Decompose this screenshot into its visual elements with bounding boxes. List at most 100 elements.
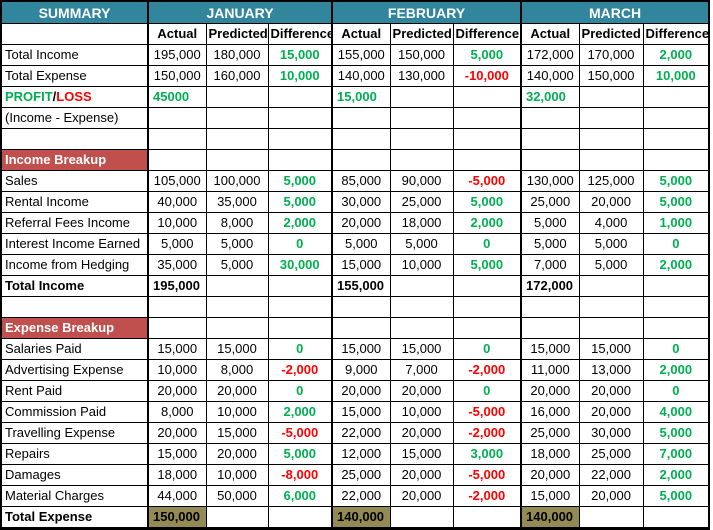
- row-label-cell[interactable]: Total Income: [0, 44, 149, 66]
- predicted-cell[interactable]: [578, 128, 644, 150]
- difference-cell[interactable]: 0: [642, 233, 710, 255]
- actual-cell[interactable]: 5,000: [520, 212, 580, 234]
- difference-cell[interactable]: 5,000: [642, 485, 710, 507]
- predicted-cell[interactable]: 35,000: [205, 191, 269, 213]
- actual-cell[interactable]: [520, 107, 580, 129]
- row-label-cell[interactable]: Advertising Expense: [0, 359, 149, 381]
- actual-cell[interactable]: 20,000: [520, 464, 580, 486]
- difference-cell[interactable]: -5,000: [267, 422, 333, 444]
- predicted-cell[interactable]: [578, 317, 644, 339]
- difference-cell[interactable]: -2,000: [452, 485, 522, 507]
- predicted-cell[interactable]: 15,000: [578, 338, 644, 360]
- predicted-cell[interactable]: [205, 86, 269, 108]
- predicted-cell[interactable]: 90,000: [389, 170, 454, 192]
- predicted-cell[interactable]: 20,000: [389, 380, 454, 402]
- predicted-cell[interactable]: [205, 128, 269, 150]
- subheader-difference[interactable]: Difference: [642, 23, 710, 45]
- difference-cell[interactable]: 2,000: [452, 212, 522, 234]
- actual-cell[interactable]: [147, 107, 207, 129]
- row-label-cell[interactable]: Commission Paid: [0, 401, 149, 423]
- predicted-cell[interactable]: [205, 296, 269, 318]
- actual-cell[interactable]: 105,000: [147, 170, 207, 192]
- row-label-cell[interactable]: Repairs: [0, 443, 149, 465]
- row-label-cell[interactable]: Damages: [0, 464, 149, 486]
- row-label-cell[interactable]: [0, 296, 149, 318]
- actual-cell[interactable]: 5,000: [331, 233, 391, 255]
- difference-cell[interactable]: [452, 107, 522, 129]
- predicted-cell[interactable]: 30,000: [578, 422, 644, 444]
- difference-cell[interactable]: [642, 296, 710, 318]
- difference-cell[interactable]: 3,000: [452, 443, 522, 465]
- difference-cell[interactable]: 5,000: [267, 170, 333, 192]
- difference-cell[interactable]: [267, 296, 333, 318]
- predicted-cell[interactable]: 8,000: [205, 359, 269, 381]
- difference-cell[interactable]: 0: [267, 338, 333, 360]
- actual-cell[interactable]: 150,000: [147, 506, 207, 529]
- difference-cell[interactable]: 0: [642, 338, 710, 360]
- predicted-cell[interactable]: 25,000: [389, 191, 454, 213]
- predicted-cell[interactable]: 15,000: [389, 443, 454, 465]
- actual-cell[interactable]: 30,000: [331, 191, 391, 213]
- predicted-cell[interactable]: 15,000: [205, 422, 269, 444]
- difference-cell[interactable]: 0: [452, 233, 522, 255]
- actual-cell[interactable]: 140,000: [331, 65, 391, 87]
- actual-cell[interactable]: 195,000: [147, 275, 207, 297]
- difference-cell[interactable]: 15,000: [267, 44, 333, 66]
- difference-cell[interactable]: 5,000: [642, 191, 710, 213]
- actual-cell[interactable]: [147, 149, 207, 171]
- predicted-cell[interactable]: 125,000: [578, 170, 644, 192]
- difference-cell[interactable]: [267, 506, 333, 529]
- difference-cell[interactable]: -5,000: [452, 464, 522, 486]
- predicted-cell[interactable]: 180,000: [205, 44, 269, 66]
- predicted-cell[interactable]: 20,000: [205, 443, 269, 465]
- difference-cell[interactable]: 2,000: [267, 212, 333, 234]
- difference-cell[interactable]: 5,000: [642, 422, 710, 444]
- difference-cell[interactable]: [267, 275, 333, 297]
- actual-cell[interactable]: 10,000: [147, 212, 207, 234]
- difference-cell[interactable]: [267, 128, 333, 150]
- actual-cell[interactable]: 172,000: [520, 275, 580, 297]
- row-label-cell[interactable]: Travelling Expense: [0, 422, 149, 444]
- difference-cell[interactable]: [452, 275, 522, 297]
- row-label-cell[interactable]: Referral Fees Income: [0, 212, 149, 234]
- predicted-cell[interactable]: [205, 317, 269, 339]
- predicted-cell[interactable]: 5,000: [578, 254, 644, 276]
- difference-cell[interactable]: 2,000: [642, 359, 710, 381]
- difference-cell[interactable]: [267, 317, 333, 339]
- actual-cell[interactable]: [331, 317, 391, 339]
- predicted-cell[interactable]: [389, 275, 454, 297]
- predicted-cell[interactable]: 15,000: [389, 338, 454, 360]
- row-label-cell[interactable]: Income Breakup: [0, 149, 149, 171]
- predicted-cell[interactable]: [578, 506, 644, 529]
- actual-cell[interactable]: [331, 107, 391, 129]
- predicted-cell[interactable]: 150,000: [389, 44, 454, 66]
- row-label-cell[interactable]: Income from Hedging: [0, 254, 149, 276]
- row-label-cell[interactable]: PROFIT/LOSS: [0, 86, 149, 108]
- predicted-cell[interactable]: [389, 128, 454, 150]
- difference-cell[interactable]: 5,000: [452, 44, 522, 66]
- difference-cell[interactable]: [452, 149, 522, 171]
- difference-cell[interactable]: [452, 317, 522, 339]
- actual-cell[interactable]: 25,000: [520, 191, 580, 213]
- subheader-actual[interactable]: Actual: [331, 23, 391, 45]
- predicted-cell[interactable]: 15,000: [205, 338, 269, 360]
- difference-cell[interactable]: -2,000: [267, 359, 333, 381]
- difference-cell[interactable]: 2,000: [267, 401, 333, 423]
- predicted-cell[interactable]: 20,000: [389, 464, 454, 486]
- actual-cell[interactable]: 12,000: [331, 443, 391, 465]
- difference-cell[interactable]: 7,000: [642, 443, 710, 465]
- subheader-predicted[interactable]: Predicted: [389, 23, 454, 45]
- predicted-cell[interactable]: 10,000: [389, 254, 454, 276]
- subheader-predicted[interactable]: Predicted: [578, 23, 644, 45]
- actual-cell[interactable]: 15,000: [520, 338, 580, 360]
- predicted-cell[interactable]: 20,000: [389, 485, 454, 507]
- difference-cell[interactable]: 0: [642, 380, 710, 402]
- predicted-cell[interactable]: [389, 149, 454, 171]
- difference-cell[interactable]: 10,000: [267, 65, 333, 87]
- row-label-cell[interactable]: Salaries Paid: [0, 338, 149, 360]
- predicted-cell[interactable]: [578, 296, 644, 318]
- subheader-difference[interactable]: Difference: [267, 23, 333, 45]
- predicted-cell[interactable]: 150,000: [578, 65, 644, 87]
- actual-cell[interactable]: 5,000: [147, 233, 207, 255]
- predicted-cell[interactable]: 50,000: [205, 485, 269, 507]
